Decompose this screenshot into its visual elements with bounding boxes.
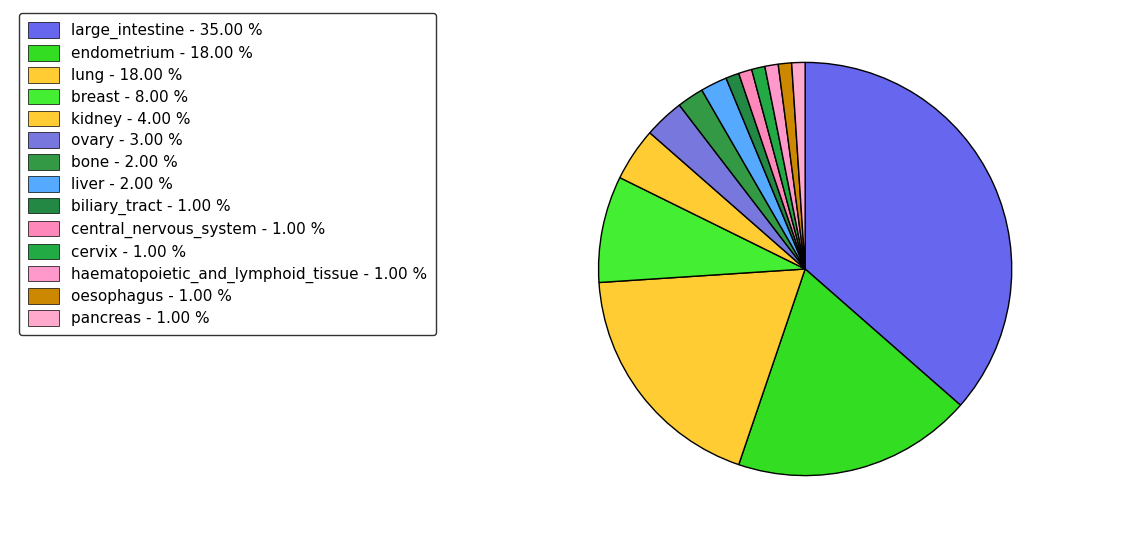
Wedge shape xyxy=(738,69,805,269)
Wedge shape xyxy=(738,269,960,476)
Wedge shape xyxy=(726,73,805,269)
Wedge shape xyxy=(764,64,805,269)
Wedge shape xyxy=(620,133,805,269)
Wedge shape xyxy=(650,105,805,269)
Legend: large_intestine - 35.00 %, endometrium - 18.00 %, lung - 18.00 %, breast - 8.00 : large_intestine - 35.00 %, endometrium -… xyxy=(19,13,437,335)
Wedge shape xyxy=(702,78,805,269)
Wedge shape xyxy=(792,62,805,269)
Wedge shape xyxy=(778,63,805,269)
Wedge shape xyxy=(599,178,805,282)
Wedge shape xyxy=(752,66,805,269)
Wedge shape xyxy=(805,62,1012,405)
Wedge shape xyxy=(679,90,805,269)
Wedge shape xyxy=(599,269,805,465)
